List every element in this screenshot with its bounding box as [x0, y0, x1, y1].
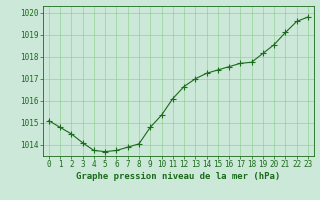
X-axis label: Graphe pression niveau de la mer (hPa): Graphe pression niveau de la mer (hPa)	[76, 172, 281, 181]
